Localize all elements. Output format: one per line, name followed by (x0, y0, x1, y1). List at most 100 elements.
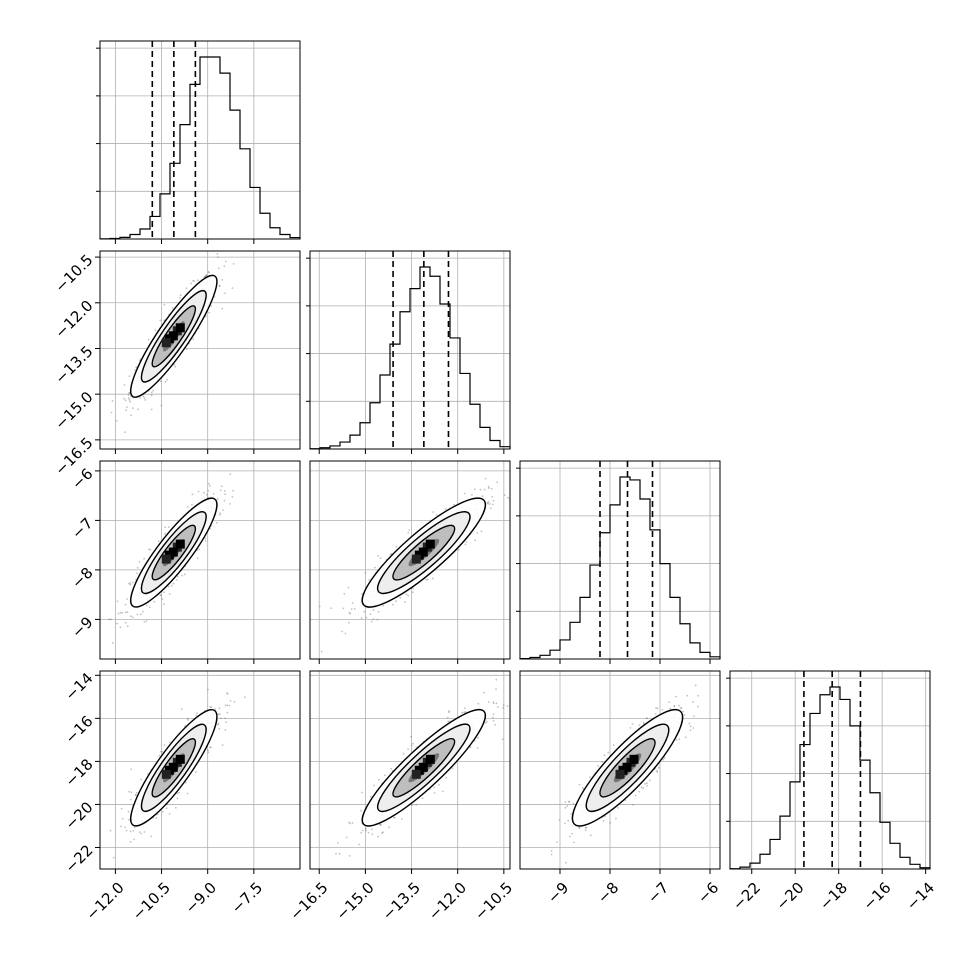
scatter-point (477, 702, 480, 705)
scatter-point (160, 404, 163, 407)
scatter-point (573, 841, 575, 844)
scatter-point (218, 727, 221, 730)
scatter-point (125, 829, 128, 832)
scatter-point (337, 842, 339, 844)
scatter-point (438, 784, 440, 786)
scatter-point (376, 618, 379, 621)
scatter-point (495, 688, 497, 691)
scatter-point (457, 548, 460, 551)
scatter-point (335, 852, 337, 855)
scatter-point (109, 829, 112, 832)
scatter-point (349, 612, 352, 615)
scatter-point (488, 503, 491, 505)
scatter-point (400, 818, 403, 820)
scatter-point (496, 481, 499, 484)
scatter-point (133, 838, 136, 841)
scatter-point (673, 705, 676, 707)
scatter-point (123, 384, 126, 386)
scatter-point (217, 722, 220, 725)
scatter-point (410, 735, 412, 738)
scatter-point (126, 406, 128, 408)
scatter-point (515, 681, 517, 683)
scatter-point (632, 803, 634, 806)
scatter-point (502, 704, 505, 707)
scatter-point (444, 508, 447, 510)
scatter-point (125, 409, 127, 412)
scatter-point (131, 616, 134, 619)
scatter-point (134, 794, 137, 796)
y-tick-label: −8 (68, 564, 96, 592)
scatter-point (163, 303, 166, 306)
scatter-point (476, 532, 479, 534)
density-peak-cell (175, 539, 185, 549)
scatter-point (124, 399, 127, 402)
scatter-point (207, 751, 210, 754)
scatter-point (225, 721, 228, 724)
scatter-panel-0-1 (99, 250, 301, 450)
density-peak-cell (622, 762, 632, 772)
density-peak-cell (161, 338, 171, 348)
scatter-point (360, 617, 363, 619)
scatter-point (166, 378, 169, 381)
panel-background (100, 251, 300, 449)
scatter-point (663, 756, 666, 759)
scatter-point (110, 618, 112, 621)
scatter-point (338, 852, 341, 855)
scatter-point (209, 746, 212, 749)
scatter-point (657, 766, 660, 769)
scatter-point (140, 778, 142, 781)
y-tick-label: −16 (61, 712, 96, 747)
scatter-panel-1-3 (309, 670, 517, 870)
scatter-point (675, 695, 677, 698)
histogram-panel-3 (726, 670, 931, 870)
scatter-point (209, 706, 212, 708)
scatter-point (550, 850, 553, 852)
scatter-point (180, 708, 183, 710)
x-tick-label: −20 (772, 879, 807, 914)
scatter-point (224, 260, 227, 263)
scatter-point (219, 512, 222, 515)
scatter-point (697, 694, 700, 697)
scatter-point (445, 777, 448, 779)
scatter-point (132, 407, 134, 410)
scatter-point (487, 502, 489, 505)
scatter-point (688, 722, 691, 725)
scatter-point (205, 493, 208, 496)
density-peak-cell (161, 769, 171, 779)
histogram-series-3 (729, 686, 931, 870)
scatter-point (167, 526, 170, 528)
scatter-point (492, 716, 494, 719)
scatter-point (134, 369, 137, 371)
scatter-point (342, 607, 345, 610)
scatter-point (370, 620, 373, 623)
scatter-point (175, 806, 177, 809)
scatter-point (654, 713, 657, 715)
scatter-point (697, 705, 699, 708)
scatter-point (388, 826, 390, 829)
scatter-point (117, 612, 120, 615)
scatter-point (195, 771, 197, 773)
scatter-point (143, 620, 146, 623)
density-peak-cell (168, 331, 178, 341)
scatter-point (218, 284, 221, 287)
scatter-point (391, 603, 394, 606)
scatter-point (150, 394, 153, 397)
scatter-point (565, 861, 567, 864)
scatter-point (149, 548, 152, 551)
scatter-point (216, 256, 219, 259)
x-tick-label: −9.0 (182, 879, 220, 917)
scatter-point (661, 709, 664, 711)
density-peak-cell (418, 547, 428, 557)
scatter-point (224, 493, 227, 496)
density-peak-cell (175, 323, 185, 333)
scatter-point (343, 592, 346, 595)
scatter-point (433, 786, 435, 789)
scatter-point (159, 380, 162, 383)
scatter-point (115, 419, 118, 422)
scatter-point (341, 630, 343, 633)
scatter-point (471, 494, 473, 496)
scatter-point (564, 801, 567, 803)
density-peak-cell (629, 754, 639, 764)
scatter-point (217, 498, 219, 500)
x-tick-label: −16.5 (286, 879, 331, 924)
